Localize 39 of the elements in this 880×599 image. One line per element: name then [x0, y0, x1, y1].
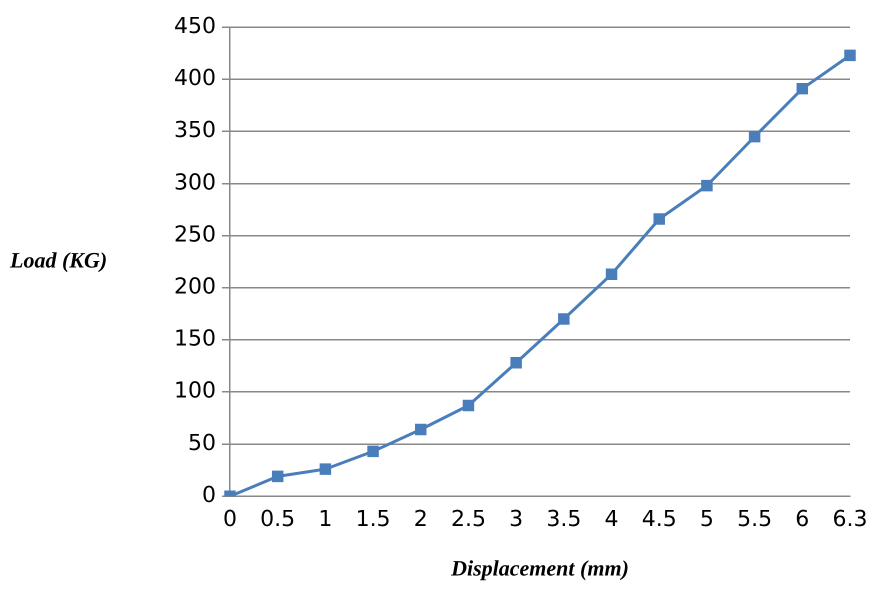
- x-tick-label: 3: [509, 507, 524, 532]
- point: [796, 82, 808, 94]
- point: [510, 357, 522, 369]
- y-tick-label: 450: [174, 14, 216, 39]
- point: [748, 130, 760, 142]
- x-tick-label: 6.3: [832, 507, 868, 532]
- x-tick-label: 5.5: [737, 507, 772, 532]
- y-tick-label: 400: [174, 66, 216, 92]
- y-tick-label: 200: [174, 274, 216, 300]
- x-tick-label: 0: [222, 507, 237, 532]
- x-tick-label: 6: [795, 507, 810, 532]
- y-tick-label: 250: [174, 222, 216, 248]
- x-tick-label: 1: [318, 507, 332, 532]
- x-tick-label: 2: [414, 507, 428, 532]
- x-tick-label: 5: [700, 507, 714, 532]
- x-tick-label: 0.5: [260, 507, 296, 532]
- x-axis-title: Displacement (mm): [450, 555, 629, 580]
- point: [415, 424, 427, 436]
- y-axis-title: Load (KG): [9, 247, 108, 272]
- y-tick-label: 100: [174, 378, 216, 404]
- point: [701, 180, 713, 192]
- point: [367, 446, 379, 458]
- point: [844, 50, 856, 62]
- point: [653, 213, 665, 225]
- x-tick-label: 4.5: [642, 507, 677, 532]
- y-tick-label: 0: [202, 482, 216, 508]
- x-tick-label: 2.5: [450, 507, 486, 532]
- point: [272, 470, 284, 482]
- y-tick-label: 50: [188, 430, 216, 456]
- x-tick-label: 1.5: [356, 507, 391, 532]
- y-tick-label: 300: [174, 170, 216, 196]
- point: [558, 313, 570, 325]
- x-tick-label: 4: [604, 507, 619, 532]
- point: [462, 400, 474, 412]
- point: [320, 463, 332, 475]
- y-tick-label: 150: [174, 326, 216, 352]
- point: [606, 268, 618, 280]
- y-tick-label: 350: [174, 118, 216, 144]
- x-tick-label: 3.5: [546, 507, 582, 532]
